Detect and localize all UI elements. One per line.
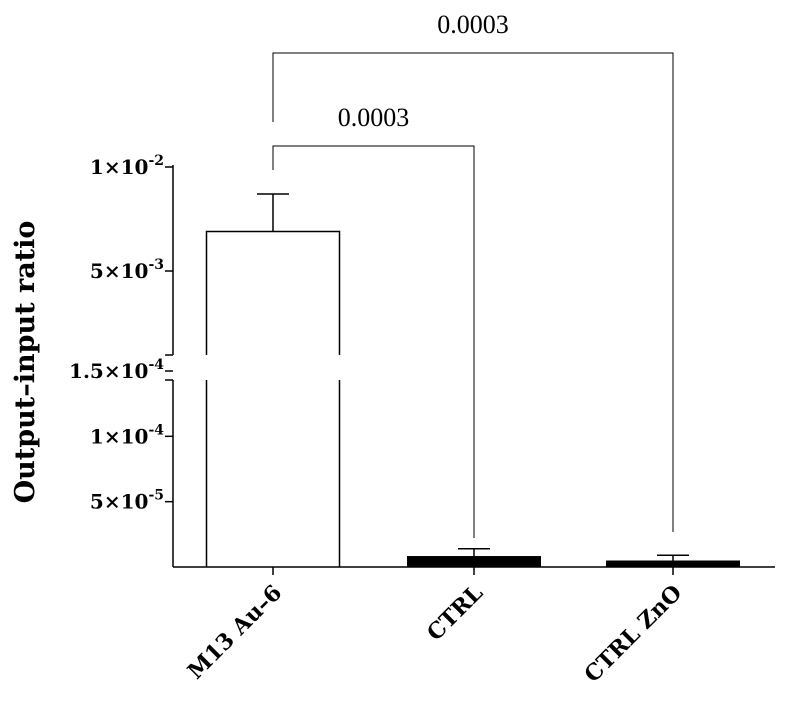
y-tick-label: 1×10-4 — [90, 422, 164, 448]
p-value-label: 0.0003 — [437, 10, 509, 39]
y-tick-label: 5×10-5 — [90, 488, 164, 514]
y-ticks: 5×10-5 1×10-4 1.5×10-4 5×10-3 1×10-2 — [69, 153, 173, 514]
x-tick-label: M13 Au–6 — [183, 580, 288, 685]
bar — [205, 230, 341, 355]
y-tick-label: 1×10-2 — [90, 153, 164, 179]
x-tick-label: CTRL — [422, 580, 488, 646]
x-tick-labels: M13 Au–6 CTRL CTRL ZnO — [183, 567, 687, 688]
axes — [165, 165, 775, 568]
p-value-label: 0.0003 — [338, 103, 410, 132]
bar — [407, 556, 541, 568]
bars — [205, 193, 740, 568]
y-tick-label: 5×10-3 — [90, 257, 164, 283]
x-tick-label: CTRL ZnO — [579, 580, 687, 688]
significance-brackets: 0.0003 0.0003 — [272, 10, 674, 538]
bar — [606, 560, 740, 568]
y-tick-label: 1.5×10-4 — [69, 357, 164, 383]
y-axis-label: Output–input ratio — [10, 221, 41, 504]
significance-bracket — [272, 145, 475, 538]
significance-bracket — [272, 52, 674, 532]
